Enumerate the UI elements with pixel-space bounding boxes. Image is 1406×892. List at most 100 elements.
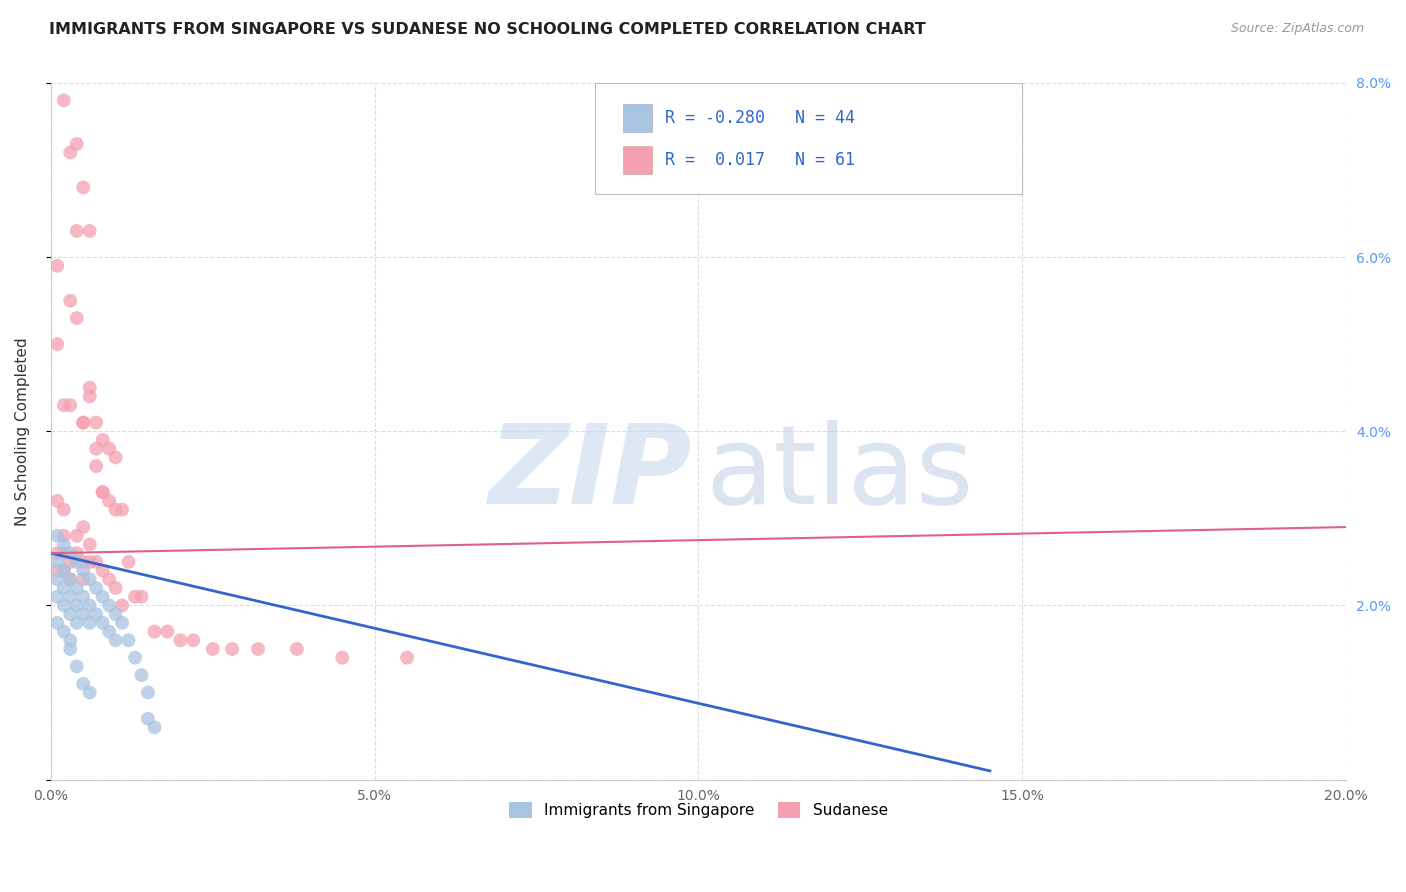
FancyBboxPatch shape (595, 83, 1022, 194)
Point (52, 546, 75, 560)
Point (124, 650, 146, 665)
Point (91, 485, 114, 500)
Point (66, 659, 89, 673)
Point (143, 624, 166, 639)
Point (111, 615, 134, 630)
Point (79, 599, 101, 613)
Point (111, 502, 134, 516)
Point (66, 136, 89, 151)
Point (79, 537, 101, 551)
Point (79, 389, 101, 403)
Text: IMMIGRANTS FROM SINGAPORE VS SUDANESE NO SCHOOLING COMPLETED CORRELATION CHART: IMMIGRANTS FROM SINGAPORE VS SUDANESE NO… (49, 22, 927, 37)
Point (66, 546, 89, 560)
Point (59, 590, 82, 604)
Point (84, 607, 107, 622)
Point (46, 529, 69, 543)
Point (72, 677, 94, 691)
Point (91, 590, 114, 604)
Point (117, 633, 139, 648)
Point (91, 485, 114, 500)
Point (247, 642, 270, 657)
Point (59, 633, 82, 648)
Point (98, 624, 121, 639)
Point (52, 537, 75, 551)
Point (52, 599, 75, 613)
Point (98, 572, 121, 586)
Point (72, 416, 94, 430)
Point (84, 581, 107, 595)
Point (98, 599, 121, 613)
Point (104, 450, 127, 465)
Point (52, 529, 75, 543)
Point (72, 416, 94, 430)
Point (131, 668, 153, 682)
Point (52, 502, 75, 516)
Point (72, 520, 94, 534)
Point (66, 529, 89, 543)
Point (66, 581, 89, 595)
Point (79, 685, 101, 699)
Point (143, 720, 166, 734)
Point (396, 650, 419, 665)
Text: R =  0.017   N = 61: R = 0.017 N = 61 (665, 151, 855, 169)
Point (72, 607, 94, 622)
Point (59, 546, 82, 560)
Point (91, 433, 114, 447)
Legend: Immigrants from Singapore, Sudanese: Immigrants from Singapore, Sudanese (503, 796, 894, 824)
Text: R = -0.280   N = 44: R = -0.280 N = 44 (665, 109, 855, 127)
Point (72, 180, 94, 194)
Point (91, 615, 114, 630)
Point (84, 442, 107, 456)
Point (84, 416, 107, 430)
Text: ZIP: ZIP (488, 419, 692, 526)
Point (79, 224, 101, 238)
Point (52, 624, 75, 639)
Point (52, 94, 75, 108)
Point (72, 564, 94, 578)
Point (66, 555, 89, 569)
Point (46, 572, 69, 586)
Point (59, 572, 82, 586)
Point (66, 224, 89, 238)
Point (330, 650, 353, 665)
Point (104, 581, 127, 595)
Point (104, 502, 127, 516)
Point (84, 459, 107, 474)
Point (46, 555, 69, 569)
Point (72, 590, 94, 604)
Point (201, 642, 224, 657)
Point (221, 642, 243, 657)
Point (72, 555, 94, 569)
Point (72, 572, 94, 586)
Point (131, 590, 153, 604)
Point (169, 633, 191, 648)
Point (46, 615, 69, 630)
Point (98, 442, 121, 456)
Point (79, 381, 101, 395)
Bar (623, 145, 652, 174)
Point (46, 494, 69, 508)
Point (46, 564, 69, 578)
Point (117, 555, 139, 569)
Point (98, 494, 121, 508)
Point (52, 398, 75, 412)
Point (59, 293, 82, 308)
Point (59, 145, 82, 160)
Point (52, 564, 75, 578)
Point (181, 633, 204, 648)
Point (136, 712, 159, 726)
Point (84, 555, 107, 569)
Point (66, 311, 89, 326)
Point (285, 642, 308, 657)
Point (66, 615, 89, 630)
Y-axis label: No Schooling Completed: No Schooling Completed (15, 337, 30, 525)
Point (46, 337, 69, 351)
Point (124, 590, 146, 604)
Point (111, 599, 134, 613)
Point (104, 607, 127, 622)
Point (79, 615, 101, 630)
Point (104, 633, 127, 648)
Point (52, 581, 75, 595)
Point (46, 259, 69, 273)
Point (59, 642, 82, 657)
